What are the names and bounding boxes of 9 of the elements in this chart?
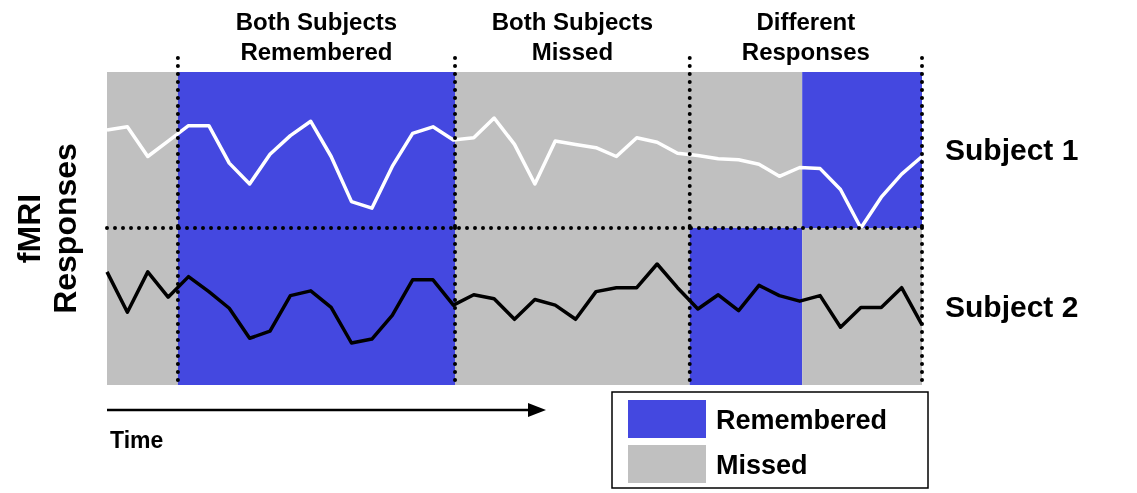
text: Both Subjects Remembered bbox=[235, 8, 398, 65]
text: Missed bbox=[716, 450, 808, 480]
x-axis-title: Time bbox=[110, 427, 164, 453]
series-label: Subject 2 bbox=[945, 289, 1079, 323]
text: Different Responses bbox=[741, 8, 870, 65]
series-label: Subject 1 bbox=[945, 133, 1079, 166]
text: Both Subjects Missed bbox=[491, 8, 654, 65]
y-axis-title: fMRI Responses bbox=[11, 143, 83, 314]
text: Remembered bbox=[716, 405, 888, 435]
